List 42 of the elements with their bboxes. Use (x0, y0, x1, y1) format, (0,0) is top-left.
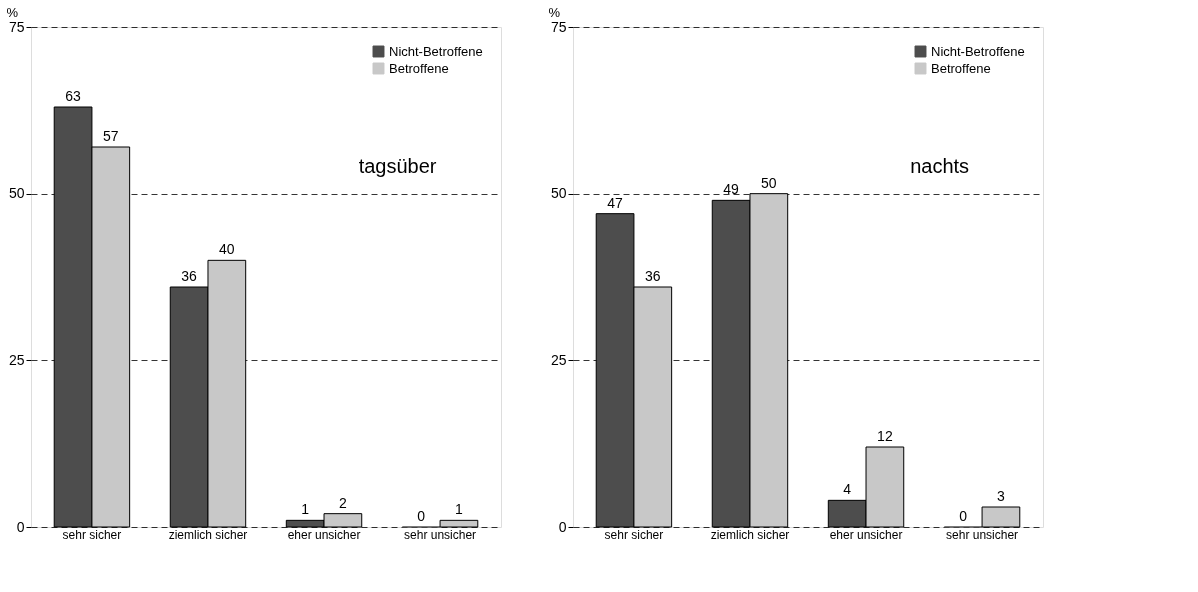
x-tick-label: sehr unsicher (946, 527, 1019, 542)
x-tick-label: sehr sicher (62, 527, 122, 542)
data-label: 49 (723, 181, 740, 198)
bar (981, 506, 1021, 528)
data-label: 0 (417, 508, 426, 524)
data-label: 36 (644, 268, 661, 284)
x-tick-label: ziemlich sicher (168, 527, 248, 542)
y-tick-label: 75 (8, 18, 25, 35)
y-tick-label: 75 (550, 18, 567, 35)
legend-label: Nicht-Betroffene (931, 43, 1025, 59)
y-tick-label: 25 (550, 351, 567, 368)
annotation: nachts (910, 155, 970, 177)
x-tick-label: ziemlich sicher (710, 527, 790, 542)
legend-label: Betroffene (931, 60, 991, 76)
data-label: 12 (877, 428, 893, 444)
y-axis-title: % (548, 4, 561, 20)
annotation: tagsüber (358, 155, 437, 177)
y-tick-label: 0 (16, 518, 25, 535)
x-tick-label: sehr unsicher (404, 527, 477, 542)
data-label: 2 (338, 494, 347, 511)
data-label: 47 (607, 194, 624, 211)
legend-label: Nicht-Betroffene (389, 43, 483, 59)
data-label: 57 (102, 128, 119, 144)
y-tick-label: 50 (550, 185, 567, 202)
data-label: 40 (219, 241, 235, 258)
data-label: 63 (65, 88, 82, 104)
x-tick-label: sehr sicher (604, 527, 664, 542)
y-tick-label: 0 (558, 518, 567, 535)
y-axis-title: % (6, 4, 19, 20)
data-label: 36 (181, 268, 198, 284)
legend-label: Betroffene (389, 60, 449, 76)
data-label: 4 (843, 481, 852, 498)
x-tick-label: eher unsicher (829, 527, 903, 542)
data-label: 1 (301, 501, 310, 518)
data-label: 0 (959, 508, 968, 524)
data-label: 1 (455, 501, 464, 518)
y-tick-label: 50 (8, 185, 25, 202)
data-label: 50 (761, 174, 777, 191)
bar (439, 519, 479, 528)
data-label: 3 (997, 488, 1006, 504)
x-tick-label: eher unsicher (287, 527, 361, 542)
y-tick-label: 25 (8, 351, 25, 368)
